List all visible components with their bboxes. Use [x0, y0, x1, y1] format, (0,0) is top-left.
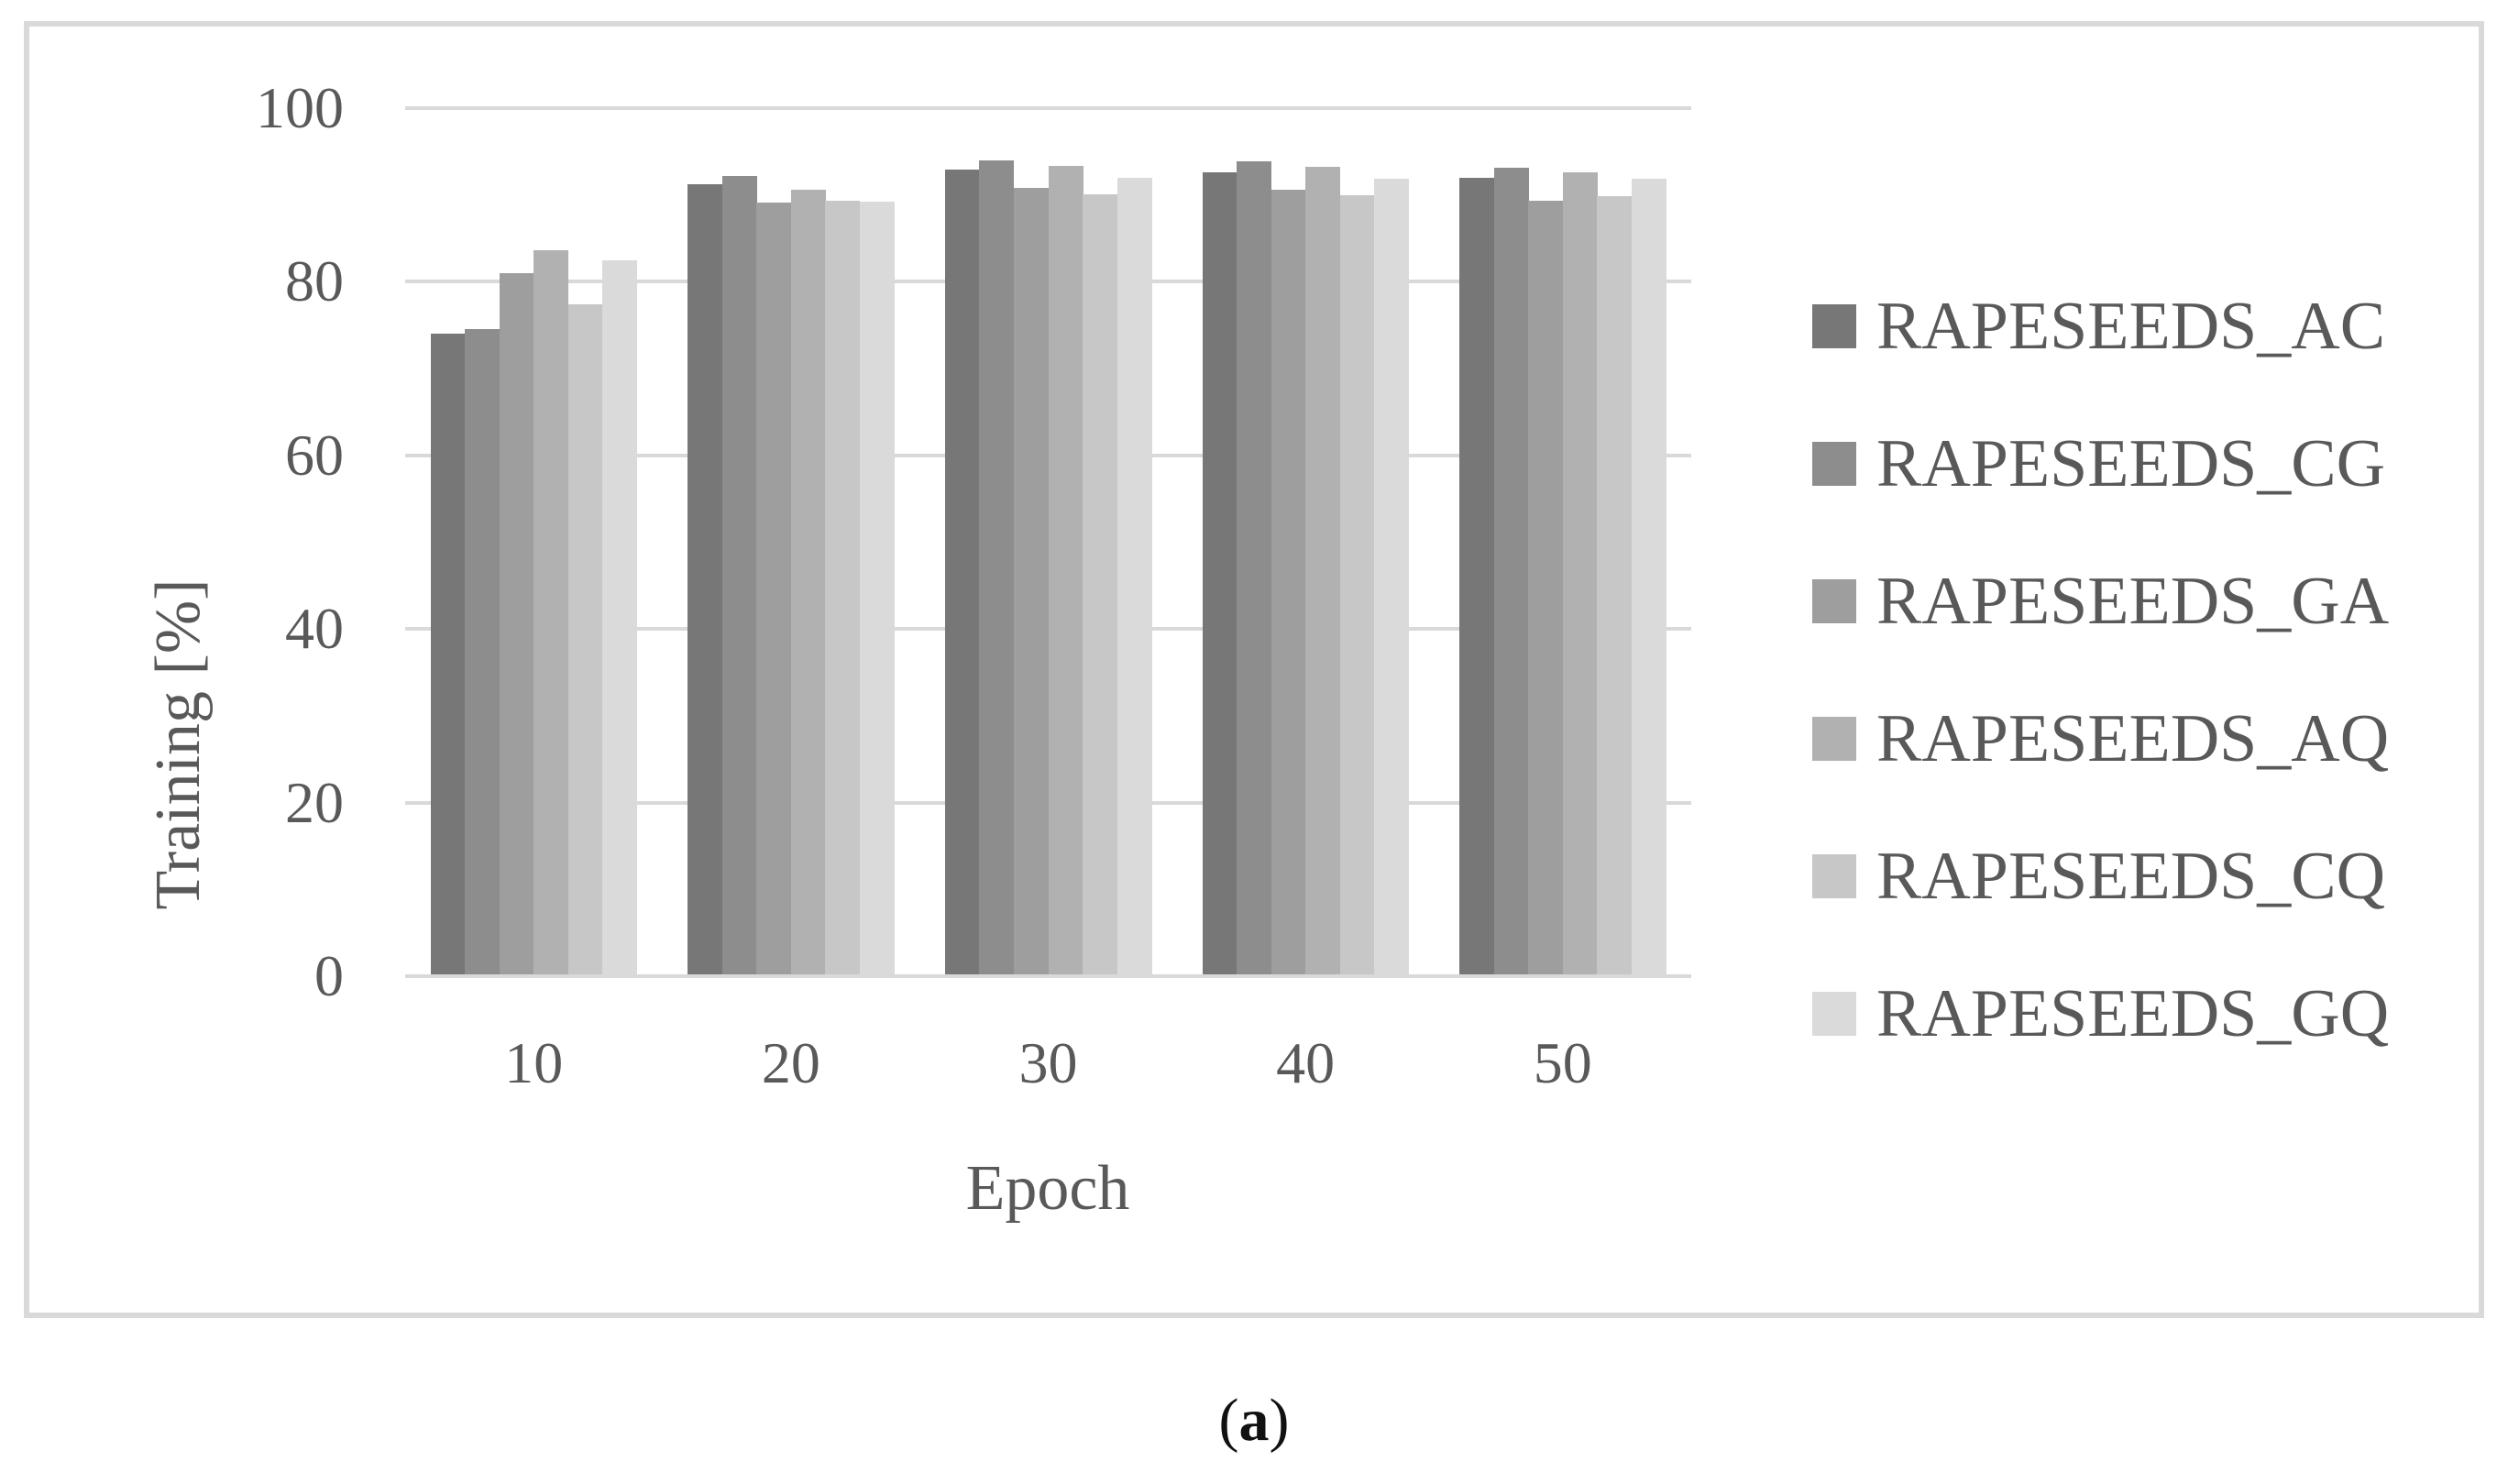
bar-rapeseeds_gq-epoch-20: [859, 202, 895, 976]
y-tick-label: 100: [256, 75, 344, 140]
legend-swatch-rapeseeds_gq: [1812, 992, 1856, 1036]
bar-rapeseeds_cg-epoch-30: [979, 159, 1015, 976]
y-tick-label: 40: [285, 596, 344, 662]
legend-swatch-rapeseeds_ga: [1812, 579, 1856, 623]
legend-swatch-rapeseeds_cq: [1812, 854, 1856, 898]
legend-item-rapeseeds_ga: RAPESEEDS_GA: [1812, 560, 2389, 643]
legend-label: RAPESEEDS_AC: [1876, 289, 2386, 364]
legend-item-rapeseeds_gq: RAPESEEDS_GQ: [1812, 973, 2389, 1055]
legend-label: RAPESEEDS_GA: [1876, 564, 2390, 639]
caption-letter: a: [1238, 1387, 1270, 1454]
bar-rapeseeds_cq-epoch-20: [825, 201, 861, 976]
legend-item-rapeseeds_aq: RAPESEEDS_AQ: [1812, 698, 2389, 780]
x-tick-label: 40: [1276, 1030, 1336, 1095]
bar-rapeseeds_cg-epoch-40: [1237, 160, 1272, 976]
bar-rapeseeds_aq-epoch-30: [1048, 165, 1084, 976]
bar-rapeseeds_ac-epoch-30: [944, 170, 980, 976]
legend-item-rapeseeds_cg: RAPESEEDS_CG: [1812, 423, 2385, 505]
y-tick-label: 60: [285, 422, 344, 488]
bar-rapeseeds_aq-epoch-50: [1562, 172, 1598, 976]
bar-rapeseeds_aq-epoch-20: [790, 190, 826, 976]
bar-rapeseeds_ac-epoch-20: [688, 184, 723, 976]
legend-label: RAPESEEDS_GQ: [1876, 976, 2390, 1051]
y-tick-label: 20: [285, 769, 344, 835]
x-axis-line: [405, 974, 1691, 978]
bar-rapeseeds_cg-epoch-20: [721, 175, 757, 976]
x-axis-title: Epoch: [965, 1153, 1130, 1224]
bar-rapeseeds_ga-epoch-40: [1270, 190, 1306, 976]
bar-rapeseeds_gq-epoch-50: [1631, 178, 1666, 976]
bar-rapeseeds_cg-epoch-50: [1493, 168, 1529, 976]
legend-label: RAPESEEDS_AQ: [1876, 701, 2390, 776]
bar-rapeseeds_ac-epoch-10: [430, 334, 466, 976]
bar-rapeseeds_ga-epoch-50: [1528, 201, 1564, 976]
bar-rapeseeds_ga-epoch-20: [756, 203, 792, 976]
x-tick-label: 20: [761, 1030, 820, 1095]
subfigure-caption: (a): [887, 1380, 1621, 1462]
bar-rapeseeds_cg-epoch-10: [465, 328, 500, 976]
bar-rapeseeds_gq-epoch-30: [1116, 177, 1152, 976]
gridline: [405, 106, 1691, 110]
x-tick-label: 30: [1018, 1030, 1078, 1095]
x-tick-label: 50: [1533, 1030, 1592, 1095]
legend-item-rapeseeds_cq: RAPESEEDS_CQ: [1812, 835, 2385, 918]
caption-open-paren: (: [1218, 1387, 1239, 1454]
bar-rapeseeds_cq-epoch-10: [567, 304, 603, 976]
bar-rapeseeds_aq-epoch-40: [1305, 167, 1341, 976]
y-tick-label: 0: [314, 943, 344, 1008]
caption-close-paren: ): [1269, 1387, 1290, 1454]
bar-rapeseeds_ac-epoch-40: [1202, 172, 1238, 976]
bar-rapeseeds_cq-epoch-30: [1083, 193, 1117, 976]
legend-label: RAPESEEDS_CG: [1876, 426, 2386, 501]
legend-swatch-rapeseeds_aq: [1812, 717, 1856, 761]
bar-rapeseeds_cq-epoch-40: [1339, 194, 1375, 976]
x-tick-label: 10: [504, 1030, 564, 1095]
legend-swatch-rapeseeds_cg: [1812, 442, 1856, 486]
bar-rapeseeds_gq-epoch-10: [602, 259, 638, 976]
legend-swatch-rapeseeds_ac: [1812, 304, 1856, 348]
y-tick-label: 80: [285, 248, 344, 314]
bar-rapeseeds_cq-epoch-50: [1597, 195, 1633, 976]
bar-rapeseeds_ga-epoch-30: [1013, 188, 1049, 976]
bar-rapeseeds_ga-epoch-10: [499, 272, 534, 976]
bar-rapeseeds_aq-epoch-10: [534, 250, 569, 976]
legend-label: RAPESEEDS_CQ: [1876, 839, 2386, 914]
bar-rapeseeds_gq-epoch-40: [1374, 178, 1410, 976]
bar-rapeseeds_ac-epoch-50: [1459, 177, 1495, 976]
legend-item-rapeseeds_ac: RAPESEEDS_AC: [1812, 285, 2385, 368]
